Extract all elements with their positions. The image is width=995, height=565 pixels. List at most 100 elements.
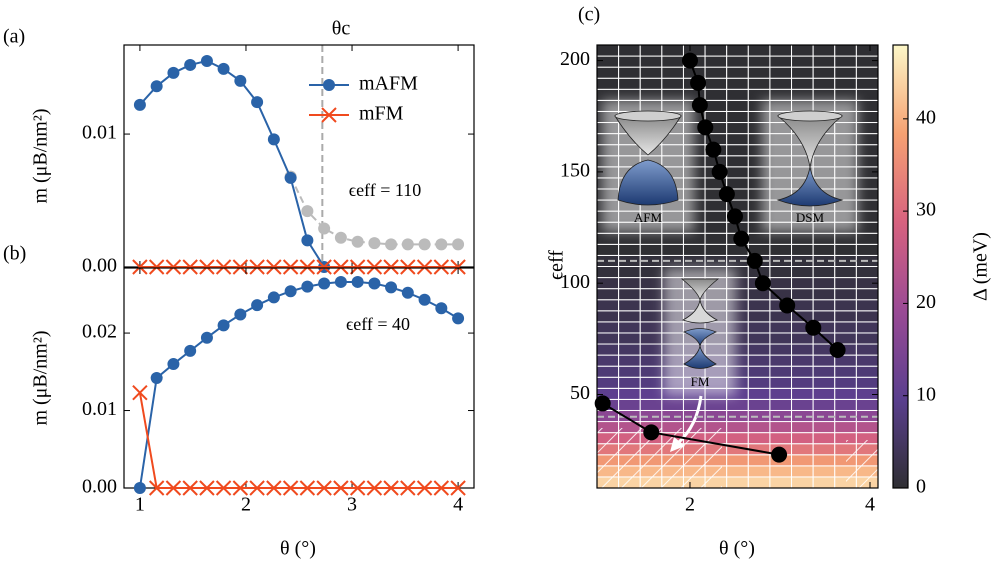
point — [333, 480, 349, 496]
point — [316, 480, 332, 496]
heatmap-cell — [834, 232, 857, 245]
heatmap-cell — [791, 232, 814, 245]
heatmap-cell — [596, 77, 620, 90]
point — [217, 62, 230, 75]
y-tick-label: 150 — [560, 159, 590, 181]
heatmap-cell — [855, 188, 879, 201]
heatmap-cell — [618, 387, 641, 400]
heatmap-cell — [639, 343, 663, 356]
point — [200, 331, 213, 344]
heatmap-cell — [812, 387, 836, 400]
heatmap-cell — [769, 77, 793, 90]
heatmap-cell — [661, 66, 684, 79]
heatmap-cell — [747, 310, 771, 323]
heatmap-cell — [855, 155, 879, 168]
inset-label: FM — [691, 374, 710, 389]
inset-afm: AFM — [602, 100, 694, 232]
heatmap-cell — [726, 110, 749, 124]
heatmap-cell — [812, 354, 836, 367]
y-axis-label: m (μB/nm²) — [30, 330, 52, 425]
heatmap-cell — [855, 243, 879, 256]
y-tick-label: 200 — [560, 48, 590, 70]
plot-frame — [123, 44, 475, 268]
heatmap-cell — [855, 144, 879, 157]
x-tick-label: 3 — [347, 494, 357, 516]
point — [418, 238, 431, 251]
heatmap-cell — [747, 421, 771, 434]
heatmap-cell — [682, 232, 706, 245]
heatmap-cell — [661, 232, 684, 245]
heatmap-cell — [791, 443, 814, 456]
series-line — [138, 280, 459, 489]
heatmap-cell — [791, 88, 814, 101]
heatmap-cell — [855, 421, 879, 434]
heatmap-cell — [855, 55, 879, 68]
heatmap-cell — [747, 66, 771, 79]
point — [167, 66, 180, 79]
heatmap-cell — [791, 421, 814, 434]
heatmap-cell — [618, 288, 641, 301]
point — [251, 299, 264, 312]
heatmap-cell — [747, 432, 771, 445]
heatmap-cell — [596, 88, 620, 101]
hatch-region — [597, 428, 878, 488]
point — [251, 96, 264, 109]
y-tick-label: 0.00 — [82, 255, 117, 277]
point — [779, 297, 796, 314]
heatmap-cell — [855, 299, 879, 312]
heatmap-cell — [661, 44, 684, 57]
point — [351, 275, 364, 288]
heatmap-cell — [812, 443, 836, 456]
colorbar-tick-label: 30 — [916, 199, 936, 221]
panel-label: (c) — [578, 4, 600, 26]
heatmap-cell — [747, 376, 771, 389]
legend-label: mFM — [359, 103, 404, 125]
heatmap-cell — [639, 77, 663, 90]
point — [771, 446, 788, 463]
point — [385, 281, 398, 294]
y-axis-label: m (μB/nm²) — [30, 108, 52, 203]
heatmap-cell — [618, 277, 641, 290]
heatmap-cell — [812, 66, 836, 79]
point — [167, 358, 180, 371]
heatmap-cell — [791, 476, 814, 489]
heatmap-cell — [855, 199, 879, 212]
heatmap-cell — [834, 387, 857, 400]
heatmap-cell — [747, 232, 771, 245]
point — [594, 395, 611, 412]
point — [383, 259, 399, 275]
point — [452, 312, 465, 325]
point — [200, 54, 213, 67]
heatmap-cell — [855, 288, 879, 301]
heatmap-cell — [812, 465, 836, 478]
heatmap-cell — [769, 465, 793, 478]
point — [733, 230, 750, 247]
point — [435, 238, 448, 251]
heatmap-cell — [855, 343, 879, 356]
heatmap-cell — [855, 387, 879, 400]
heatmap-cell — [596, 232, 620, 245]
heatmap-cell — [834, 55, 857, 68]
heatmap-cell — [618, 77, 641, 90]
point — [452, 238, 465, 251]
heatmap-cell — [618, 310, 641, 323]
heatmap-cell — [726, 421, 749, 434]
point — [691, 97, 708, 114]
heatmap-cell — [618, 55, 641, 68]
point — [829, 341, 846, 358]
heatmap-cell — [618, 321, 641, 334]
heatmap-cell — [769, 421, 793, 434]
heatmap-cell — [769, 343, 793, 356]
heatmap-cell — [747, 454, 771, 467]
colorbar-label: Δ (meV) — [970, 232, 992, 301]
point — [133, 482, 146, 494]
point — [148, 480, 165, 496]
point — [184, 344, 197, 357]
point — [416, 259, 433, 275]
annotation: ϵeff = 40 — [346, 314, 410, 334]
heatmap-cell — [769, 376, 793, 389]
heatmap-cell — [726, 99, 749, 112]
inset-dsm: DSM — [762, 100, 858, 232]
heatmap-cell — [726, 66, 749, 79]
heatmap-cell — [747, 77, 771, 90]
